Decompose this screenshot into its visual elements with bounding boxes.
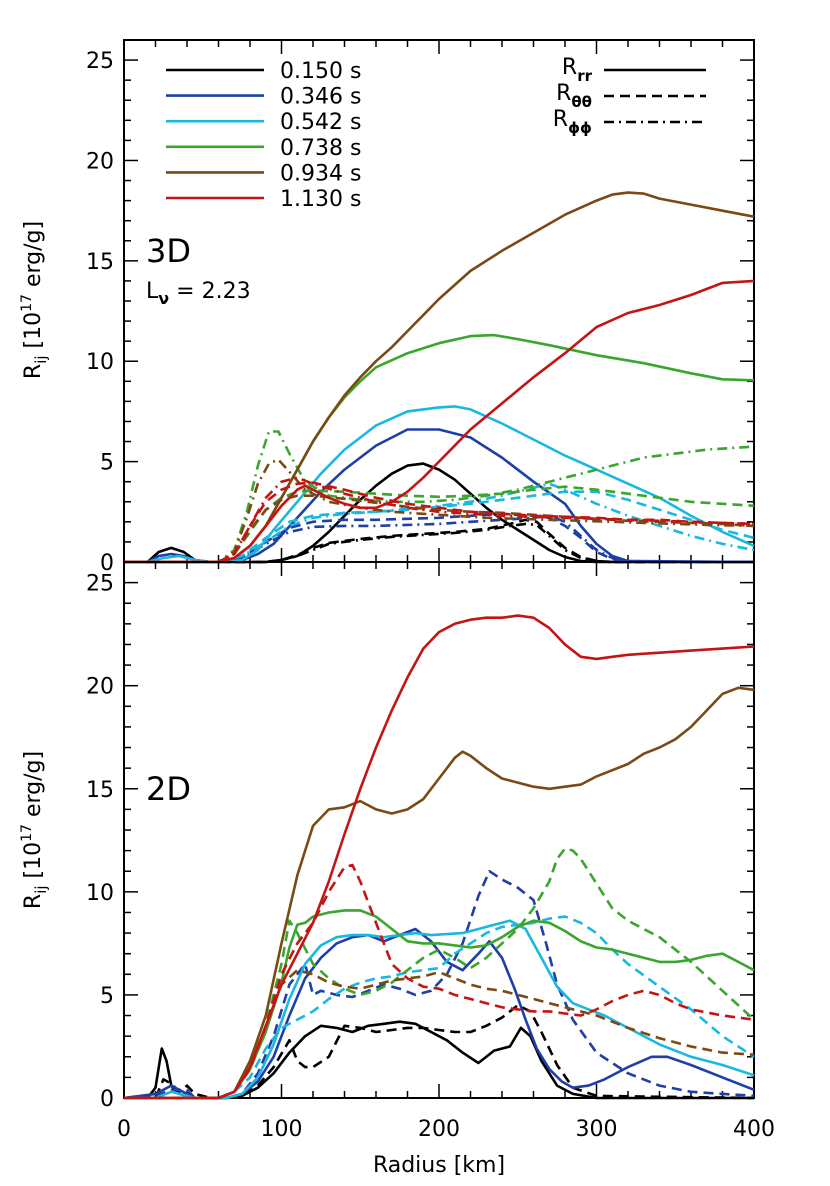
plot-area-top (124, 191, 755, 564)
luminosity-label: Lν = 2.23 (146, 279, 251, 308)
series-line (124, 686, 755, 1100)
panel-2d: 0 100 200 300 400 0 5 10 15 20 25 2D (86, 561, 775, 1142)
legend-label: 0.346 s (280, 85, 361, 110)
y-tick-label: 0 (100, 1087, 114, 1112)
series-line (124, 847, 755, 1100)
y-axis-title-part: [10 (21, 312, 46, 356)
y-tick-label: 10 (86, 881, 114, 906)
plot-area-bottom (123, 614, 755, 1100)
series-line (124, 919, 755, 1100)
y-tick-label: 5 (100, 984, 114, 1009)
series-line (124, 405, 755, 564)
luminosity-subscript: ν (158, 289, 169, 308)
series-line (124, 915, 755, 1100)
y-tick-label: 20 (86, 675, 114, 700)
legend-label: 0.542 s (280, 110, 361, 135)
series-line (124, 482, 755, 564)
legend: 0.150 s0.346 s0.542 s0.738 s0.934 s1.130… (166, 55, 706, 212)
y-axis-title-part: erg/g] (21, 751, 46, 824)
y-axis-title-part: 17 (19, 824, 35, 842)
legend-label: 0.150 s (280, 59, 361, 84)
y-axis-title-part: ij (32, 355, 50, 363)
series-line (124, 1003, 755, 1100)
series-line (124, 458, 755, 564)
legend-component-label: Rθθ (556, 81, 592, 111)
series-line (123, 927, 755, 1100)
y-axis-titles: Rij [1017 erg/g]Rij [1017 erg/g] (19, 221, 50, 909)
series-line (124, 490, 755, 564)
series-line (124, 476, 755, 564)
x-tick-label: 300 (576, 1117, 618, 1142)
y-axis-title-part: R (21, 364, 46, 379)
legend-label: 0.934 s (280, 161, 361, 186)
y-axis-title: Rij [1017 erg/g] (19, 221, 50, 379)
plot-frame-bottom (123, 561, 755, 1099)
y-axis-title-part: 17 (19, 294, 35, 312)
series-line (124, 279, 755, 564)
panel-tag-3d: 3D (146, 232, 191, 270)
y-axis-title-part: ij (32, 885, 50, 893)
series-line (124, 614, 755, 1100)
series-line (124, 909, 755, 1100)
y-tick-label: 15 (86, 778, 114, 803)
legend-component-label: Rrr (562, 55, 593, 85)
x-axis-title: Radius [km] (373, 1153, 505, 1178)
y-tick-label: 10 (86, 350, 114, 375)
panel-tag-2d: 2D (146, 770, 191, 808)
x-tick-label: 200 (418, 1117, 460, 1142)
legend-component-label: Rϕϕ (553, 107, 592, 137)
series-line (123, 869, 755, 1100)
y-tick-label: 15 (86, 250, 114, 275)
x-tick-label: 400 (733, 1117, 775, 1142)
y-tick-label: 25 (86, 49, 114, 74)
y-axis-title-part: R (21, 894, 46, 909)
luminosity-symbol: L (146, 279, 159, 304)
legend-label: 1.130 s (280, 187, 361, 212)
y-tick-label: 5 (100, 451, 114, 476)
y-axis-title-part: erg/g] (21, 221, 46, 294)
x-tick-label: 100 (261, 1117, 303, 1142)
x-tick-label: 0 (117, 1117, 131, 1142)
y-axis-title-part: [10 (21, 842, 46, 886)
luminosity-value: = 2.23 (169, 279, 250, 304)
tick-group-bottom: 0 100 200 300 400 0 5 10 15 20 25 (86, 562, 775, 1142)
y-axis-title: Rij [1017 erg/g] (19, 751, 50, 909)
series-line (124, 481, 755, 564)
y-tick-label: 25 (86, 572, 114, 597)
series-line (124, 863, 755, 1100)
series-line (124, 514, 755, 564)
series-line (124, 522, 754, 564)
legend-label: 0.738 s (280, 136, 361, 161)
series-line (124, 191, 755, 564)
y-tick-label: 20 (86, 149, 114, 174)
y-tick-label: 0 (100, 551, 114, 576)
tick-group-top: 0 5 10 15 20 25 (86, 40, 755, 576)
series-line (124, 333, 755, 564)
